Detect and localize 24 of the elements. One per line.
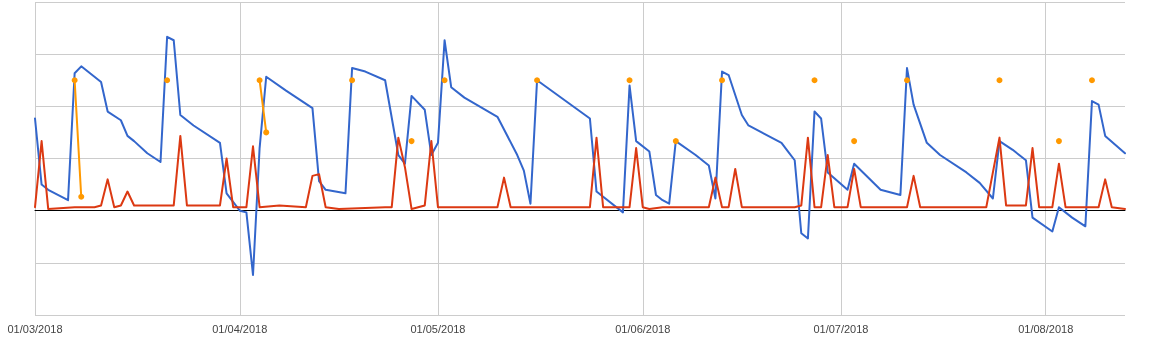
point xyxy=(811,77,818,84)
x-tick-label: 01/05/2018 xyxy=(410,322,466,335)
point xyxy=(441,77,448,84)
point xyxy=(408,138,415,145)
x-tick-label: 01/04/2018 xyxy=(212,322,268,335)
point xyxy=(719,77,726,84)
point xyxy=(349,77,356,84)
point xyxy=(626,77,633,84)
point xyxy=(71,77,78,84)
point xyxy=(78,193,85,200)
point xyxy=(164,77,171,84)
point xyxy=(1055,138,1062,145)
point xyxy=(672,138,679,145)
point xyxy=(904,77,910,84)
point xyxy=(256,77,263,84)
point xyxy=(1088,77,1095,84)
x-tick-label: 01/08/2018 xyxy=(1018,322,1074,335)
x-tick-label: 01/07/2018 xyxy=(813,322,869,335)
point xyxy=(996,77,1003,84)
point xyxy=(851,138,858,145)
point xyxy=(534,77,541,84)
x-tick-label: 01/03/2018 xyxy=(7,322,63,335)
x-tick-label: 01/06/2018 xyxy=(615,322,671,335)
point xyxy=(263,129,270,136)
